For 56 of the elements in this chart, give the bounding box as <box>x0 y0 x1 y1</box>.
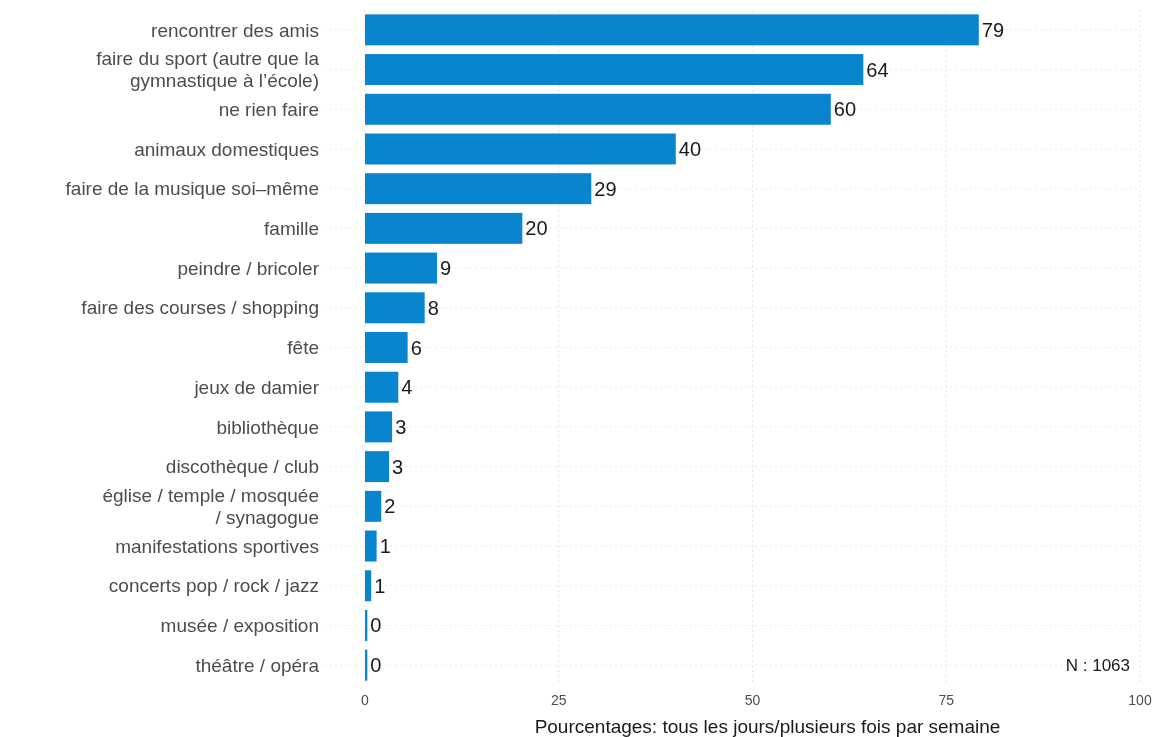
data-label: 0 <box>370 654 382 677</box>
bar <box>365 490 382 522</box>
data-label: 6 <box>410 336 422 359</box>
y-tick-label: musée / exposition <box>160 615 319 637</box>
y-tick-label: bibliothèque <box>216 416 319 438</box>
y-tick-label: discothèque / club <box>165 456 319 478</box>
data-label: 79 <box>981 18 1005 41</box>
data-label: 40 <box>678 137 702 160</box>
bar <box>365 332 408 363</box>
x-tick-label: 25 <box>550 692 567 708</box>
data-label: 3 <box>392 455 404 478</box>
y-tick-label: faire de la musique soi–même <box>65 178 319 200</box>
x-tick-label: 0 <box>361 692 370 708</box>
y-tick-label: concerts pop / rock / jazz <box>108 575 319 597</box>
data-label: 3 <box>395 415 407 438</box>
bar <box>365 451 390 483</box>
y-tick-label: théâtre / opéra <box>195 654 320 676</box>
y-tick-label: ne rien faire <box>218 98 319 120</box>
bar <box>365 371 399 403</box>
data-label: 64 <box>866 58 889 81</box>
bar <box>365 530 377 562</box>
x-tick-label: 75 <box>938 692 955 708</box>
bar <box>365 570 372 602</box>
y-tick-label: peindre / bricoler <box>177 257 320 279</box>
y-tick-label: faire des courses / shopping <box>81 297 319 319</box>
data-label: 4 <box>401 376 413 399</box>
data-label: 8 <box>427 296 439 319</box>
data-label: 0 <box>370 614 382 637</box>
y-tick-label: manifestations sportives <box>115 535 319 557</box>
x-axis-title: Pourcentages: tous les jours/plusieurs fois par semaine <box>534 716 1001 737</box>
bar <box>365 212 523 244</box>
bar <box>365 93 831 125</box>
data-label: 2 <box>384 495 396 518</box>
bar <box>365 14 979 46</box>
y-tick-label: jeux de damier <box>193 376 320 398</box>
bar <box>365 411 393 443</box>
annotation: N : 1063 <box>1065 656 1130 676</box>
x-tick-label: 50 <box>744 692 761 708</box>
data-label: 9 <box>440 257 452 280</box>
data-label: 1 <box>379 535 391 558</box>
data-label: 1 <box>374 574 386 597</box>
bar <box>365 54 864 86</box>
y-tick-label: animaux domestiques <box>134 138 319 160</box>
bar <box>365 173 592 205</box>
x-tick-label: 100 <box>1128 692 1152 708</box>
y-tick-label: fête <box>287 337 319 359</box>
data-label: 60 <box>833 98 857 121</box>
bar <box>365 133 676 165</box>
bar <box>365 292 425 324</box>
y-tick-label: faire du sport (autre que la gymnastique à l’école) <box>96 48 320 92</box>
y-tick-label: famille <box>264 218 319 240</box>
data-label: 29 <box>594 177 617 200</box>
data-label: 20 <box>525 217 548 240</box>
bar <box>365 252 438 284</box>
y-tick-label: église / temple / mosquée / synagogue <box>102 484 319 528</box>
y-tick-label: rencontrer des amis <box>151 19 319 41</box>
